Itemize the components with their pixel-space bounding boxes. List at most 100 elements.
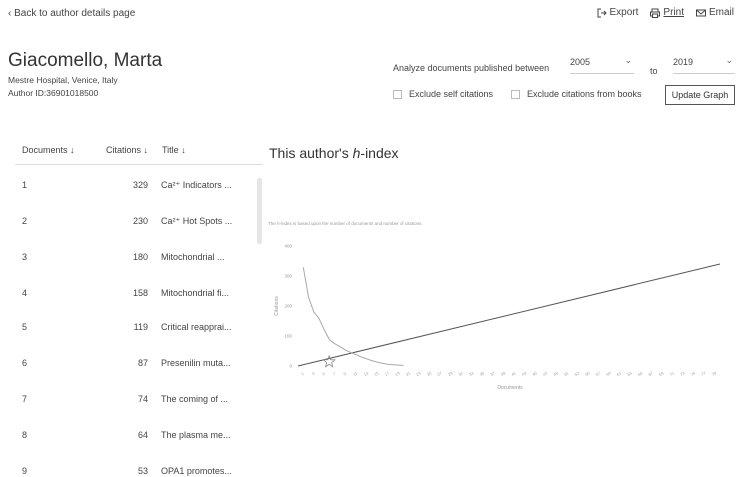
y-axis-label: Citations [274,296,280,316]
x-tick-label: 47 [542,370,549,377]
table-row: 6 87 Presenilin muta... [22,358,231,368]
x-tick-label: 23 [415,370,422,377]
table-row: 1 329 Ca²⁺ Indicators ... [22,180,232,190]
print-button[interactable]: Print [650,7,684,18]
x-tick-label: 27 [436,370,443,377]
update-graph-button[interactable]: Update Graph [665,85,735,105]
to-label: to [650,66,658,76]
table-row: 5 119 Critical reapprai... [22,322,232,332]
x-tick-label: 3 [311,371,316,377]
chart-caption: The h-index is based upon the number of … [268,221,423,226]
table-row: 2 230 Ca²⁺ Hot Spots ... [22,216,233,226]
table-header-divider [15,164,263,165]
author-affiliation: Mestre Hospital, Venice, Italy [8,75,118,85]
x-tick-label: 25 [426,370,433,377]
exclude-books-checkbox[interactable] [511,89,520,99]
y-tick-label: 200 [284,304,292,309]
x-tick-label: 9 [343,371,348,377]
x-tick-label: 1 [300,371,305,377]
author-id: Author ID:36901018500 [8,88,99,98]
x-tick-label: 67 [647,370,654,377]
x-tick-label: 21 [405,370,412,377]
chevron-left-icon: ‹ [8,8,15,19]
x-tick-label: 39 [500,370,507,377]
x-tick-label: 59 [605,370,612,377]
x-tick-label: 31 [458,370,465,377]
document-title-link[interactable]: The plasma me... [161,430,231,440]
x-tick-label: 5 [321,371,326,377]
document-title-link[interactable]: Critical reapprai... [161,322,232,332]
document-title-link[interactable]: Mitochondrial ... [161,252,225,262]
x-tick-label: 11 [352,370,359,377]
export-icon [597,8,607,17]
chart-title: This author's h-index [269,145,399,161]
x-tick-label: 65 [637,370,644,377]
x-tick-label: 33 [468,370,475,377]
sort-down-icon: ↓ [181,145,186,155]
document-title-link[interactable]: Presenilin muta... [161,358,231,368]
x-tick-label: 29 [447,370,454,377]
table-row: 7 74 The coming of ... [22,394,229,404]
back-link[interactable]: ‹ Back to author details page [8,8,136,19]
to-year-select[interactable]: 2019 ⌄ [673,54,735,74]
table-row: 4 158 Mitochondrial fi... [22,288,230,298]
x-tick-label: 7 [332,371,337,377]
sort-down-icon: ↓ [70,145,75,155]
x-tick-label: 79 [711,370,718,377]
exclude-self-citations[interactable]: Exclude self citations [393,89,493,99]
documents-line [297,263,721,367]
x-tick-label: 45 [531,370,538,377]
document-title-link[interactable]: Mitochondrial fi... [161,288,230,298]
export-button[interactable]: Export [597,7,638,18]
x-tick-label: 37 [489,370,496,377]
print-icon [650,8,661,18]
documents-column-header[interactable]: Documents ↓ [22,145,75,155]
x-tick-label: 49 [553,370,560,377]
analyze-label: Analyze documents published between [393,63,550,73]
y-tick-label: 400 [284,244,292,249]
top-actions: Export Print Email [597,7,734,18]
x-tick-label: 61 [616,370,623,377]
document-title-link[interactable]: Ca²⁺ Indicators ... [161,180,232,190]
x-tick-label: 63 [626,370,633,377]
table-row: 3 180 Mitochondrial ... [22,252,225,262]
x-tick-label: 55 [584,370,591,377]
x-tick-label: 41 [510,370,517,377]
y-tick-label: 100 [284,334,292,339]
x-tick-label: 15 [373,370,380,377]
exclude-book-citations[interactable]: Exclude citations from books [511,89,642,99]
y-tick-label: 0 [289,364,292,369]
table-row: 9 53 OPA1 promotes... [22,466,232,476]
x-tick-label: 53 [574,370,581,377]
title-column-header[interactable]: Title ↓ [162,145,186,155]
x-axis-label: Documents [497,385,523,391]
sort-down-icon: ↓ [143,145,149,155]
chevron-down-icon: ⌄ [725,55,733,65]
chevron-down-icon: ⌄ [624,55,632,65]
email-icon [695,9,706,16]
x-tick-label: 75 [690,370,697,377]
from-year-select[interactable]: 2005 ⌄ [570,54,634,74]
h-index-star-icon [322,354,336,368]
exclude-self-checkbox[interactable] [393,89,402,99]
table-row: 8 64 The plasma me... [22,430,231,440]
x-tick-label: 77 [700,370,707,377]
x-tick-label: 73 [679,370,686,377]
x-tick-label: 57 [595,370,602,377]
x-tick-label: 13 [363,370,370,377]
x-tick-label: 19 [394,370,401,377]
author-name: Giacomello, Marta [8,50,163,71]
table-scrollbar[interactable] [257,178,262,244]
citations-curve [302,267,404,366]
x-tick-label: 35 [479,370,486,377]
email-button[interactable]: Email [695,7,734,18]
x-tick-label: 69 [658,370,665,377]
document-title-link[interactable]: The coming of ... [161,394,229,404]
document-title-link[interactable]: OPA1 promotes... [161,466,232,476]
document-title-link[interactable]: Ca²⁺ Hot Spots ... [161,216,233,226]
citations-column-header[interactable]: Citations ↓ [106,145,149,155]
x-tick-label: 51 [563,370,570,377]
x-tick-label: 43 [521,370,528,377]
x-tick-label: 17 [384,370,391,377]
